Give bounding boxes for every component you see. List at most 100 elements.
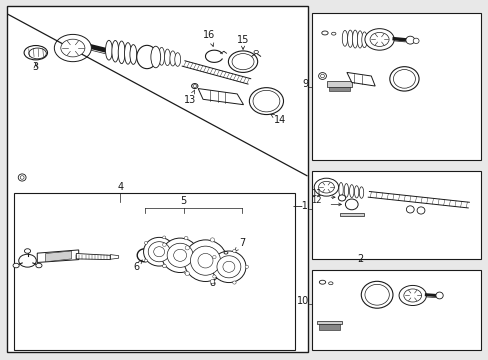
Ellipse shape: [361, 281, 392, 308]
Ellipse shape: [153, 247, 164, 257]
Text: 3: 3: [33, 62, 39, 72]
Ellipse shape: [164, 49, 170, 66]
Ellipse shape: [162, 243, 166, 246]
Circle shape: [398, 285, 426, 306]
Ellipse shape: [352, 30, 357, 48]
Circle shape: [54, 35, 91, 62]
Bar: [311, 270, 481, 350]
Ellipse shape: [354, 186, 358, 198]
Ellipse shape: [158, 47, 164, 65]
Ellipse shape: [252, 90, 279, 112]
Text: 2: 2: [357, 254, 363, 264]
Polygon shape: [37, 250, 79, 262]
Polygon shape: [110, 255, 119, 259]
Polygon shape: [198, 89, 243, 105]
Text: 6: 6: [133, 260, 142, 272]
Ellipse shape: [389, 67, 418, 91]
Ellipse shape: [359, 187, 363, 198]
Ellipse shape: [174, 250, 177, 253]
Circle shape: [19, 254, 36, 267]
Text: 4: 4: [117, 182, 123, 192]
Ellipse shape: [193, 85, 196, 87]
Ellipse shape: [18, 174, 26, 181]
Text: —1: —1: [292, 201, 308, 211]
Ellipse shape: [163, 265, 165, 267]
Ellipse shape: [228, 51, 257, 72]
Ellipse shape: [225, 258, 230, 263]
Ellipse shape: [406, 206, 413, 213]
Bar: [311, 13, 481, 160]
Ellipse shape: [105, 40, 112, 60]
Polygon shape: [182, 61, 250, 84]
Ellipse shape: [244, 265, 248, 268]
Ellipse shape: [212, 256, 216, 258]
Ellipse shape: [169, 51, 175, 66]
Polygon shape: [318, 324, 339, 329]
Ellipse shape: [124, 42, 131, 64]
Circle shape: [61, 39, 85, 57]
Ellipse shape: [185, 271, 189, 276]
Text: 16: 16: [203, 30, 215, 46]
Ellipse shape: [24, 45, 47, 60]
Text: 14: 14: [270, 114, 285, 125]
Ellipse shape: [232, 249, 236, 253]
Ellipse shape: [162, 264, 166, 267]
Ellipse shape: [232, 281, 236, 284]
Polygon shape: [328, 87, 349, 91]
Ellipse shape: [320, 74, 324, 78]
Ellipse shape: [321, 31, 327, 35]
Ellipse shape: [393, 69, 415, 88]
Ellipse shape: [118, 41, 125, 64]
Ellipse shape: [112, 41, 119, 62]
Circle shape: [318, 181, 334, 193]
Ellipse shape: [364, 284, 388, 305]
Ellipse shape: [217, 256, 241, 278]
Circle shape: [364, 29, 393, 50]
Polygon shape: [327, 81, 351, 87]
Text: 9: 9: [302, 80, 308, 90]
Bar: [311, 171, 481, 259]
Ellipse shape: [331, 32, 335, 35]
Ellipse shape: [319, 280, 325, 284]
Ellipse shape: [416, 207, 424, 214]
Polygon shape: [316, 320, 341, 324]
Ellipse shape: [232, 54, 253, 70]
Ellipse shape: [210, 279, 214, 284]
Ellipse shape: [163, 236, 165, 239]
Ellipse shape: [167, 243, 193, 267]
Circle shape: [403, 289, 421, 302]
Ellipse shape: [161, 238, 198, 273]
Ellipse shape: [198, 253, 213, 268]
Text: 12: 12: [310, 196, 321, 205]
Polygon shape: [76, 253, 110, 260]
Circle shape: [13, 263, 19, 268]
Ellipse shape: [151, 46, 160, 68]
Ellipse shape: [412, 38, 418, 44]
Ellipse shape: [361, 32, 366, 48]
Ellipse shape: [342, 31, 347, 46]
Text: 5: 5: [180, 197, 186, 206]
Ellipse shape: [345, 199, 357, 210]
Text: 7: 7: [234, 238, 245, 251]
Text: 11: 11: [310, 189, 321, 198]
Ellipse shape: [197, 253, 201, 257]
Ellipse shape: [249, 87, 283, 114]
Ellipse shape: [144, 242, 147, 244]
Ellipse shape: [328, 282, 332, 285]
Polygon shape: [346, 72, 374, 86]
Polygon shape: [367, 192, 468, 208]
Polygon shape: [339, 213, 363, 216]
Circle shape: [369, 32, 388, 46]
Ellipse shape: [338, 195, 345, 201]
Bar: [6, 6, 307, 352]
Ellipse shape: [183, 240, 226, 282]
Ellipse shape: [405, 36, 414, 44]
Ellipse shape: [211, 251, 245, 283]
Ellipse shape: [191, 84, 198, 89]
Ellipse shape: [184, 271, 187, 274]
Ellipse shape: [174, 53, 180, 66]
Ellipse shape: [253, 50, 258, 54]
Circle shape: [24, 249, 31, 253]
Ellipse shape: [338, 183, 343, 197]
Ellipse shape: [347, 30, 352, 47]
